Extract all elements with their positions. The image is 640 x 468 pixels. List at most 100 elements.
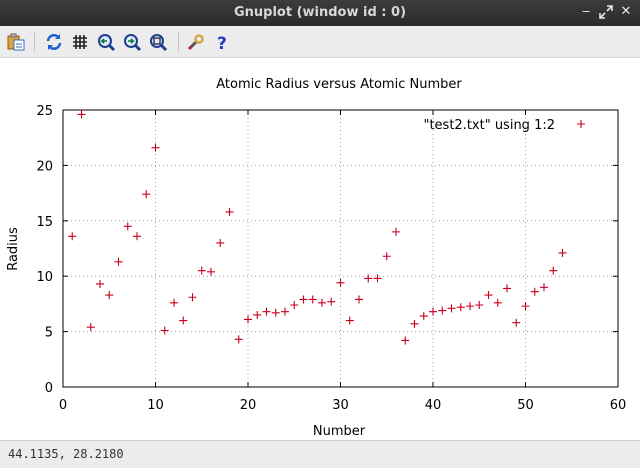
data-point bbox=[318, 298, 326, 307]
help-button[interactable]: ? bbox=[212, 32, 232, 52]
x-tick-label: 30 bbox=[332, 398, 349, 413]
data-point bbox=[373, 274, 382, 283]
plot-canvas[interactable]: 0 10 20 30 40 50 60 0 5 10 15 20 25 Atomic Radius ve… bbox=[0, 58, 640, 440]
replot-button[interactable] bbox=[44, 32, 64, 52]
data-point bbox=[456, 303, 465, 312]
data-point bbox=[558, 248, 567, 257]
data-point bbox=[530, 287, 539, 296]
x-tick-label: 0 bbox=[59, 398, 67, 413]
data-point bbox=[271, 308, 280, 317]
data-point bbox=[345, 316, 354, 325]
data-point bbox=[549, 266, 558, 275]
window-titlebar[interactable]: Gnuplot (window id : 0) ‒ ✕ bbox=[0, 0, 640, 26]
zoom-autoscale-icon bbox=[150, 34, 168, 52]
data-point bbox=[392, 227, 400, 236]
legend-marker bbox=[577, 120, 585, 128]
data-point bbox=[105, 291, 114, 300]
data-point bbox=[77, 110, 86, 119]
data-point bbox=[123, 222, 132, 231]
status-bar: 44.1135, 28.2180 bbox=[0, 440, 640, 468]
data-point bbox=[540, 283, 548, 292]
data-point bbox=[364, 274, 373, 283]
data-point bbox=[438, 306, 447, 315]
data-point bbox=[207, 267, 215, 276]
data-point bbox=[151, 143, 160, 152]
data-point bbox=[216, 238, 225, 247]
axes: 0 10 20 30 40 50 60 0 5 10 15 20 25 bbox=[36, 104, 626, 413]
data-point bbox=[234, 335, 243, 344]
data-point bbox=[512, 318, 521, 327]
data-point bbox=[336, 278, 345, 287]
window-title: Gnuplot (window id : 0) bbox=[233, 5, 407, 20]
close-icon: ✕ bbox=[620, 4, 632, 19]
data-point bbox=[299, 295, 308, 304]
maximize-icon bbox=[599, 5, 613, 19]
data-points bbox=[68, 110, 567, 345]
data-point bbox=[475, 301, 484, 310]
y-tick-label: 15 bbox=[36, 215, 53, 230]
data-point bbox=[382, 252, 391, 261]
maximize-button[interactable] bbox=[598, 4, 614, 20]
refresh-icon bbox=[46, 34, 62, 50]
wrench-icon bbox=[187, 34, 204, 51]
y-tick-label: 20 bbox=[36, 159, 53, 174]
y-tick-label: 5 bbox=[45, 326, 53, 341]
data-point bbox=[447, 304, 456, 313]
data-point bbox=[244, 315, 252, 324]
data-point bbox=[484, 291, 493, 300]
y-tick-label: 10 bbox=[36, 270, 53, 285]
data-point bbox=[355, 295, 363, 304]
plot-frame bbox=[62, 109, 619, 388]
data-point bbox=[68, 232, 77, 241]
toolbar-separator bbox=[34, 32, 35, 52]
x-axis-label: Number bbox=[313, 424, 366, 439]
x-tick-label: 10 bbox=[147, 398, 164, 413]
help-icon: ? bbox=[217, 34, 227, 52]
x-tick-label: 40 bbox=[425, 398, 442, 413]
legend: "test2.txt" using 1:2 bbox=[423, 118, 585, 133]
y-tick-label: 25 bbox=[36, 104, 53, 119]
data-point bbox=[170, 298, 178, 307]
data-point bbox=[493, 298, 502, 307]
data-point bbox=[429, 307, 437, 316]
data-point bbox=[466, 302, 474, 311]
data-point bbox=[197, 266, 206, 275]
minimize-icon: ‒ bbox=[581, 4, 591, 19]
autoscale-button[interactable] bbox=[148, 32, 168, 52]
cursor-coordinates: 44.1135, 28.2180 bbox=[8, 447, 124, 461]
toolbar-separator bbox=[178, 32, 179, 52]
data-point bbox=[160, 326, 169, 335]
toolbar: ? bbox=[0, 26, 640, 58]
data-point bbox=[410, 319, 419, 328]
x-tick-label: 50 bbox=[517, 398, 534, 413]
scatter-chart: 0 10 20 30 40 50 60 0 5 10 15 20 25 Atomic Radius ve… bbox=[6, 77, 626, 439]
data-point bbox=[503, 284, 511, 293]
legend-entry-label: "test2.txt" using 1:2 bbox=[423, 118, 555, 133]
y-axis-label: Radius bbox=[6, 227, 21, 271]
data-point bbox=[114, 257, 123, 266]
svg-text:?: ? bbox=[217, 34, 227, 52]
clipboard-icon bbox=[7, 33, 25, 51]
data-point bbox=[262, 307, 271, 316]
close-button[interactable]: ✕ bbox=[618, 4, 634, 20]
options-button[interactable] bbox=[186, 32, 206, 52]
data-point bbox=[419, 312, 428, 321]
minimize-button[interactable]: ‒ bbox=[578, 4, 594, 20]
x-tick-label: 60 bbox=[610, 398, 627, 413]
data-point bbox=[96, 279, 104, 288]
data-point bbox=[133, 232, 141, 241]
data-point bbox=[281, 307, 289, 316]
data-point bbox=[225, 207, 234, 216]
copy-to-clipboard-button[interactable] bbox=[6, 32, 26, 52]
previous-zoom-button[interactable] bbox=[96, 32, 116, 52]
data-point bbox=[188, 293, 197, 302]
data-point bbox=[401, 336, 410, 345]
zoom-next-icon bbox=[124, 34, 142, 52]
toggle-grid-button[interactable] bbox=[70, 32, 90, 52]
data-point bbox=[253, 310, 262, 319]
grid-lines bbox=[63, 110, 618, 387]
data-point bbox=[327, 297, 336, 306]
next-zoom-button[interactable] bbox=[122, 32, 142, 52]
data-point bbox=[142, 190, 151, 199]
data-point bbox=[86, 323, 95, 332]
